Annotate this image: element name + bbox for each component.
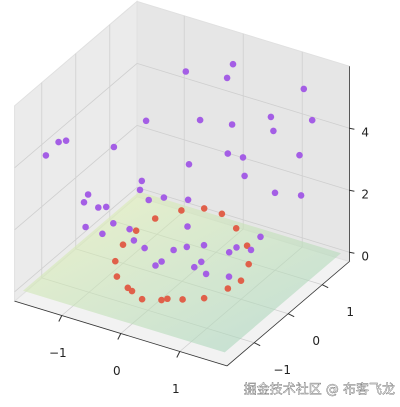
- point: [152, 262, 159, 269]
- point: [160, 194, 168, 201]
- y-tick: [253, 342, 261, 347]
- point: [138, 295, 146, 303]
- grid-line: [136, 63, 350, 129]
- point: [184, 196, 192, 204]
- point: [138, 177, 146, 185]
- z-tick-label: 2: [361, 188, 369, 202]
- point: [237, 277, 245, 285]
- point: [145, 196, 152, 204]
- point: [185, 161, 193, 168]
- point: [225, 249, 233, 256]
- point: [229, 60, 237, 68]
- point: [95, 204, 102, 211]
- point: [271, 189, 279, 197]
- point: [198, 258, 205, 266]
- x-tick: [58, 315, 63, 322]
- y-tick-label: 1: [346, 305, 354, 319]
- point: [136, 186, 144, 194]
- point: [270, 127, 277, 135]
- point: [164, 295, 171, 303]
- x-tick-label: 0: [113, 364, 121, 378]
- point: [243, 242, 251, 249]
- point: [228, 121, 236, 128]
- z-tick: [349, 251, 355, 254]
- point: [119, 241, 127, 248]
- point: [184, 223, 191, 230]
- point: [241, 172, 248, 180]
- point: [80, 199, 88, 206]
- y-tick-label: −1: [273, 363, 291, 377]
- point: [300, 85, 308, 93]
- point: [225, 273, 233, 281]
- z-tick-label: 0: [361, 250, 369, 264]
- x-tick-label: −1: [49, 346, 67, 360]
- point: [224, 285, 232, 292]
- point: [218, 210, 226, 218]
- point: [110, 143, 118, 151]
- point: [158, 258, 165, 265]
- point: [202, 270, 210, 278]
- grid-line: [14, 63, 138, 169]
- point: [200, 294, 208, 302]
- point: [196, 116, 204, 124]
- point: [182, 68, 190, 75]
- point: [191, 263, 198, 271]
- point: [232, 225, 240, 232]
- point: [126, 225, 133, 233]
- point: [308, 116, 316, 124]
- point: [130, 237, 138, 244]
- point: [297, 192, 305, 199]
- point: [267, 113, 275, 121]
- y-tick-label: 0: [312, 334, 320, 348]
- x-tick: [176, 351, 181, 358]
- point: [42, 152, 50, 159]
- point: [142, 117, 150, 125]
- point: [296, 151, 303, 159]
- point: [99, 230, 106, 238]
- point: [233, 244, 240, 251]
- point: [62, 137, 70, 144]
- point: [224, 150, 232, 157]
- point: [110, 220, 117, 227]
- point: [141, 244, 148, 252]
- point: [239, 154, 247, 161]
- y-tick: [287, 313, 295, 318]
- point: [170, 246, 177, 254]
- point: [200, 241, 208, 249]
- x-tick: [117, 333, 122, 340]
- x-tick-label: 1: [172, 382, 180, 396]
- point: [102, 203, 110, 211]
- point: [178, 207, 185, 214]
- grid-line: [136, 187, 350, 253]
- y-tick: [321, 284, 329, 289]
- z-tick-label: 4: [361, 126, 369, 140]
- point: [179, 296, 186, 303]
- point: [151, 215, 159, 222]
- point: [132, 227, 140, 234]
- point: [158, 296, 165, 304]
- grid-line: [14, 187, 138, 293]
- point: [84, 191, 92, 198]
- point: [200, 205, 208, 212]
- point: [55, 138, 62, 146]
- point: [82, 223, 89, 231]
- z-tick: [349, 127, 355, 130]
- point: [247, 246, 255, 254]
- point: [128, 287, 136, 295]
- point: [257, 233, 264, 241]
- point: [183, 243, 191, 251]
- point: [112, 257, 119, 265]
- z-tick: [349, 189, 355, 192]
- watermark: 掘金技术社区 @ 布客飞龙: [244, 382, 395, 398]
- point: [245, 260, 252, 268]
- grid-line: [14, 125, 138, 231]
- point: [223, 74, 231, 82]
- point: [113, 273, 121, 280]
